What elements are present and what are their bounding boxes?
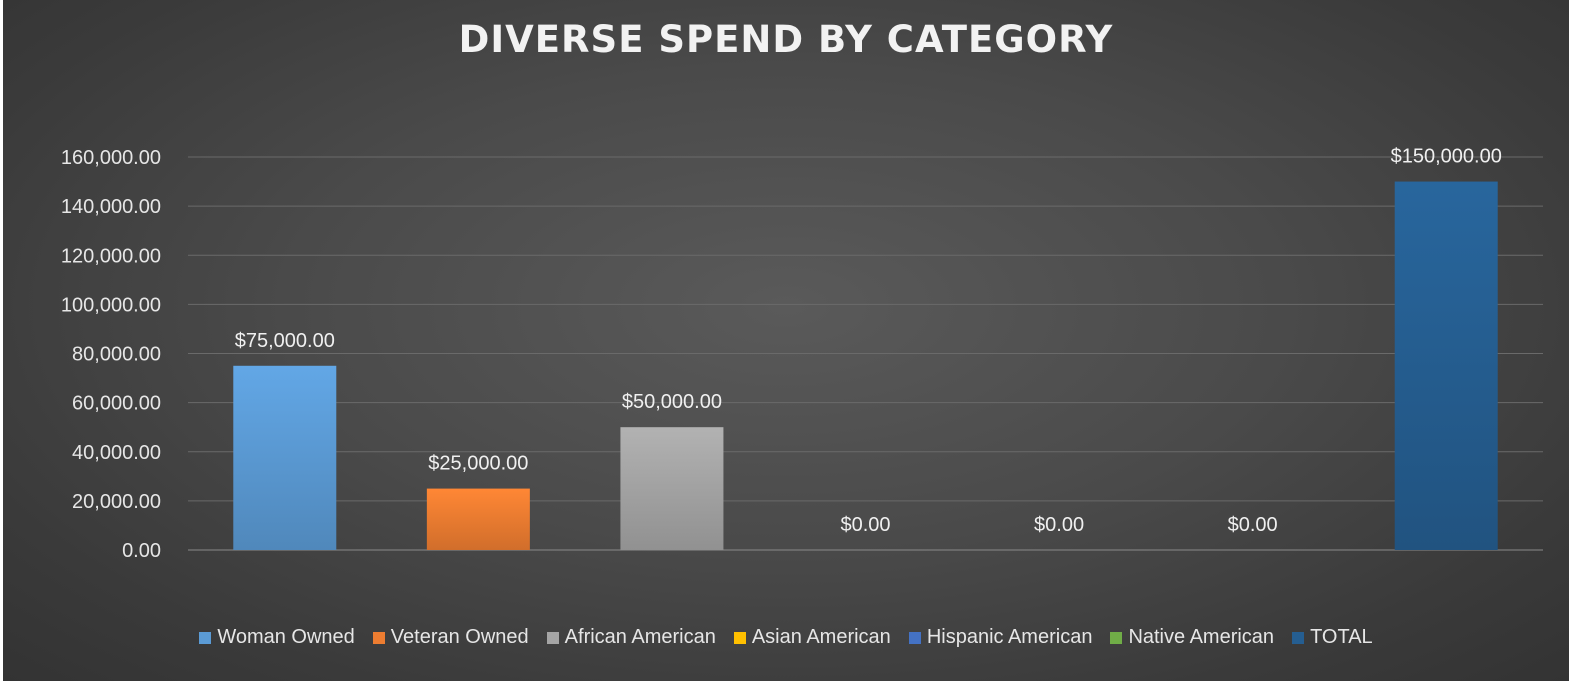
y-tick-label: 120,000.00 [61,245,161,267]
legend-swatch [1110,631,1123,644]
data-label: $150,000.00 [1391,146,1502,168]
legend-entry: TOTAL [1292,626,1373,649]
legend-label: Veteran Owned [390,626,529,648]
bar-veteran-owned [426,488,530,550]
data-label: $25,000.00 [428,453,528,475]
bar-woman-owned [233,365,337,550]
y-tick-label: 160,000.00 [61,147,161,169]
y-tick-label: 100,000.00 [61,294,161,316]
legend-swatch [199,631,212,644]
legend-label: Hispanic American [926,626,1093,648]
data-label: $0.00 [840,514,890,536]
legend-entry: Hispanic American [908,626,1093,649]
legend-swatch [908,631,921,644]
legend-entry: Veteran Owned [372,626,529,649]
legend-entry: African American [546,626,716,649]
legend-swatch [546,631,559,644]
chart-title: DIVERSE SPEND BY CATEGORY [458,18,1114,61]
legend-entry: Asian American [733,626,891,649]
y-tick-label: 0.00 [122,540,161,562]
legend-label: Native American [1128,626,1275,648]
legend-label: African American [564,626,716,648]
legend-swatch [372,631,385,644]
data-label: $75,000.00 [235,330,335,352]
bar-total [1394,181,1498,550]
y-tick-label: 60,000.00 [72,393,161,415]
y-tick-label: 140,000.00 [61,196,161,218]
legend-entry: Woman Owned [199,626,355,649]
legend-label: Asian American [751,626,891,648]
chart-legend: Woman Owned Veteran Owned African American… [3,626,1569,649]
y-tick-label: 40,000.00 [72,442,161,464]
legend-label: TOTAL [1310,626,1373,648]
y-tick-label: 80,000.00 [72,344,161,366]
legend-swatch [733,631,746,644]
bar-african-american [620,427,724,550]
y-tick-label: 20,000.00 [72,491,161,513]
legend-swatch [1292,631,1305,644]
legend-label: Woman Owned [217,626,355,648]
data-label: $0.00 [1034,514,1084,536]
legend-entry: Native American [1110,626,1274,649]
data-label: $50,000.00 [622,391,722,413]
chart-plot: 0.00 20,000.00 40,000.00 60,000.00 80,000.00… [61,146,1543,562]
data-label: $0.00 [1228,514,1278,536]
chart-area: DIVERSE SPEND BY CATEGORY 0.00 20,000.00 4… [3,0,1569,681]
